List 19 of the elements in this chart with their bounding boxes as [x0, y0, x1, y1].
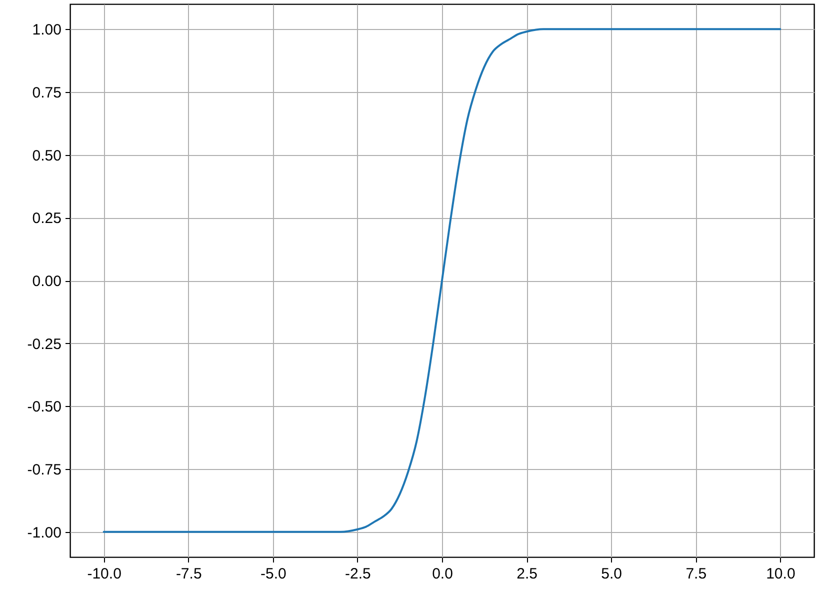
y-tick-label: -0.75 — [27, 462, 62, 479]
x-tick-label: -2.5 — [345, 566, 371, 582]
x-tick-label: -5.0 — [260, 566, 286, 582]
x-tick-label: 10.0 — [766, 566, 796, 582]
y-tick-label: 0.25 — [32, 210, 62, 228]
y-tick-label: 0.50 — [32, 147, 62, 164]
y-tick-label: 1.00 — [32, 22, 62, 39]
x-tick-label: 7.5 — [686, 566, 707, 582]
y-tick-label: -0.50 — [27, 398, 62, 416]
y-tick-label: 0.00 — [32, 273, 62, 290]
y-tick-label: -1.00 — [27, 524, 62, 542]
x-tick-label: 2.5 — [516, 566, 538, 582]
y-tick-label: -0.25 — [27, 336, 62, 353]
line-series — [102, 28, 782, 533]
y-tick-label: 0.75 — [32, 84, 62, 102]
x-tick-label: 5.0 — [601, 566, 622, 582]
x-tick-label: -10.0 — [87, 566, 122, 582]
x-tick-label: -7.5 — [176, 566, 202, 582]
x-tick-label: 0.0 — [432, 566, 453, 582]
